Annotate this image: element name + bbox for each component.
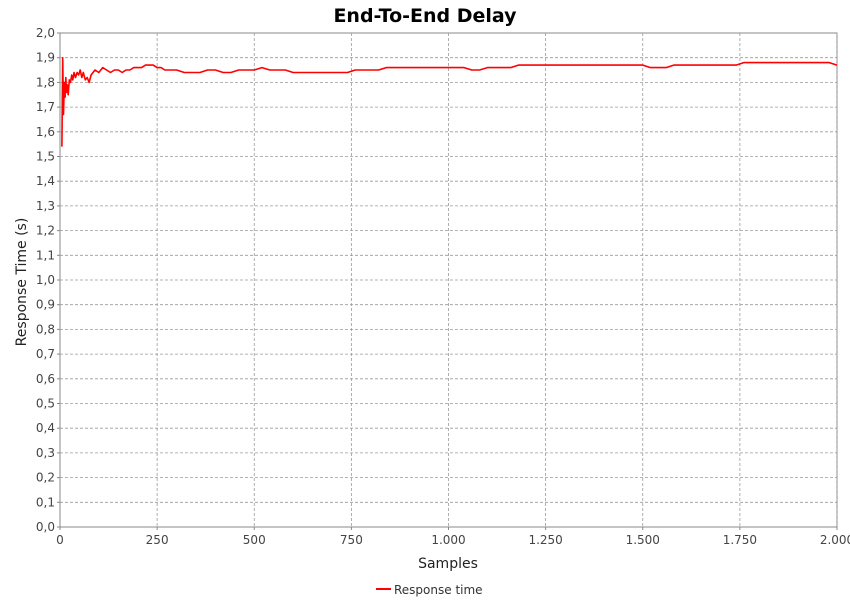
y-tick-label: 1,4	[36, 174, 55, 188]
grid-layer	[60, 33, 838, 527]
x-tick-label: 250	[146, 533, 169, 547]
y-tick-label: 1,3	[36, 199, 55, 213]
y-tick-label: 0,7	[36, 347, 55, 361]
series-layer	[61, 56, 838, 147]
x-tick-label: 0	[56, 533, 64, 547]
x-tick-label: 750	[340, 533, 363, 547]
legend-label-response-time: Response time	[394, 583, 483, 597]
x-tick-label: 1.750	[723, 533, 757, 547]
y-tick-label: 1,5	[36, 150, 55, 164]
y-tick-label: 0,1	[36, 495, 55, 509]
y-tick-label: 0,8	[36, 322, 55, 336]
y-axis-label: Response Time (s)	[14, 218, 30, 347]
y-tick-label: 1,9	[36, 51, 55, 65]
chart-title: End-To-End Delay	[333, 5, 517, 27]
x-tick-label: 1.000	[431, 533, 465, 547]
y-tick-label: 0,4	[36, 421, 55, 435]
y-tick-label: 1,1	[36, 248, 55, 262]
y-tick-label: 0,0	[36, 520, 55, 534]
y-tick-label: 1,2	[36, 224, 55, 238]
x-tick-label: 1.500	[626, 533, 660, 547]
x-tick-label: 500	[243, 533, 266, 547]
y-tick-label: 1,8	[36, 75, 55, 89]
y-tick-label: 2,0	[36, 26, 55, 40]
y-tick-label: 1,6	[36, 125, 55, 139]
x-axis-ticks: 0 250 500 750 1.000 1.250 1.500 1.750 2.000	[56, 527, 850, 547]
x-axis-label: Samples	[418, 556, 478, 572]
series-line-response-time	[61, 56, 838, 147]
y-tick-label: 0,2	[36, 471, 55, 485]
y-tick-label: 0,9	[36, 298, 55, 312]
y-tick-label: 0,3	[36, 446, 55, 460]
y-tick-label: 1,7	[36, 100, 55, 114]
x-tick-label: 2.000	[820, 533, 850, 547]
x-tick-label: 1.250	[528, 533, 562, 547]
y-tick-label: 0,5	[36, 397, 55, 411]
y-tick-label: 1,0	[36, 273, 55, 287]
legend: Response time	[376, 583, 483, 597]
y-tick-label: 0,6	[36, 372, 55, 386]
y-axis-ticks: 0,0 0,1 0,2 0,3 0,4 0,5 0,6 0,7 0,8 0,9 1,0 1,1 1,2 1…	[36, 26, 60, 534]
